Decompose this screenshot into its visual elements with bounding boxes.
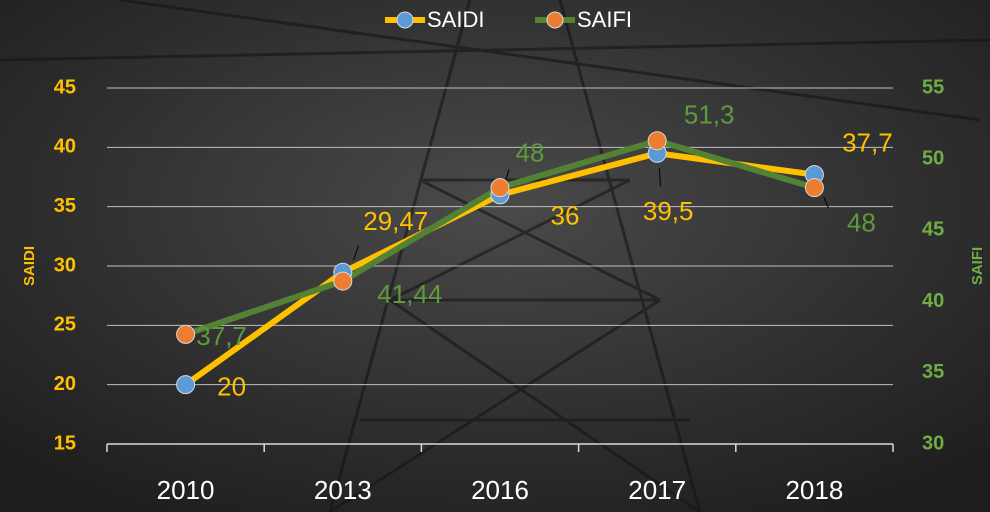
- y2-tick-label: 50: [922, 147, 944, 169]
- data-label: 36: [551, 201, 580, 231]
- legend-label: SAIFI: [577, 7, 632, 32]
- background: [0, 0, 990, 512]
- data-label: 37,7: [196, 321, 247, 351]
- y-tick-label: 40: [54, 136, 76, 158]
- x-tick-label: 2017: [628, 475, 686, 505]
- data-label: 29,47: [363, 206, 428, 236]
- y2-tick-label: 30: [922, 432, 944, 454]
- x-tick-label: 2018: [785, 475, 843, 505]
- y2-tick-label: 35: [922, 361, 944, 383]
- y-axis-title: SAIDI: [21, 246, 38, 286]
- marker: [334, 272, 352, 290]
- y2-tick-label: 40: [922, 290, 944, 312]
- page: SAIDI SAIFI 15 20 25 30 35 40 45 30 35 40 45 50 55 20…: [0, 0, 990, 512]
- y2-axis-title: SAIFI: [969, 247, 986, 285]
- data-label: 48: [847, 208, 876, 238]
- chart: SAIDI SAIFI 15 20 25 30 35 40 45 30 35 40 45 50 55 20…: [0, 0, 990, 512]
- marker: [177, 376, 195, 394]
- data-label: 39,5: [643, 196, 694, 226]
- y-tick-label: 20: [54, 373, 76, 395]
- y-tick-label: 30: [54, 254, 76, 276]
- marker: [491, 179, 509, 197]
- y-tick-label: 45: [54, 76, 76, 98]
- y-tick-label: 35: [54, 195, 76, 217]
- marker: [177, 325, 195, 343]
- data-label: 51,3: [684, 100, 735, 130]
- marker: [805, 179, 823, 197]
- y2-tick-label: 45: [922, 219, 944, 241]
- marker: [648, 132, 666, 150]
- y-tick-label: 25: [54, 314, 76, 336]
- data-label: 37,7: [842, 128, 893, 158]
- legend-marker: [547, 12, 563, 28]
- data-label: 48: [516, 138, 545, 168]
- y2-tick-label: 55: [922, 76, 944, 98]
- data-label: 41,44: [377, 279, 442, 309]
- x-tick-label: 2013: [314, 475, 372, 505]
- data-label: 20: [217, 372, 246, 402]
- x-tick-label: 2016: [471, 475, 529, 505]
- x-tick-label: 2010: [157, 475, 215, 505]
- legend-label: SAIDI: [427, 7, 484, 32]
- legend-marker: [397, 12, 413, 28]
- y-tick-label: 15: [54, 432, 76, 454]
